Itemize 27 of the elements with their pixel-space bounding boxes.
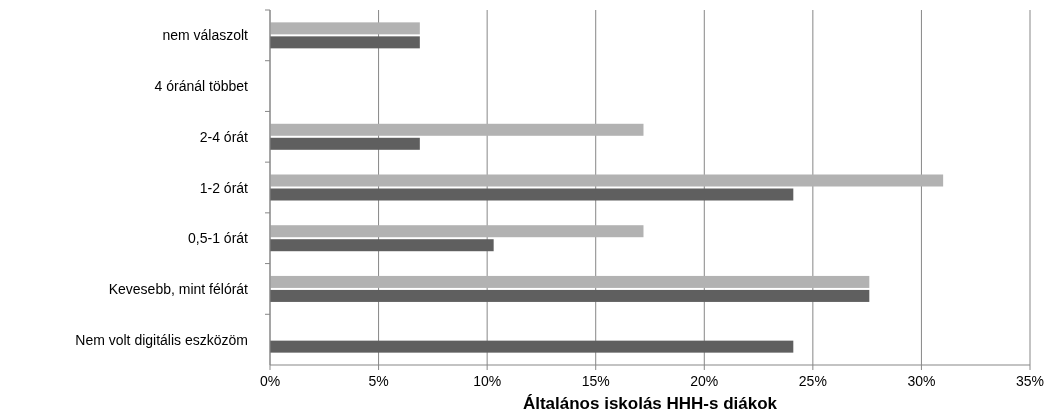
bar — [270, 123, 644, 136]
x-tick-label: 20% — [690, 373, 719, 389]
x-tick-label: 30% — [907, 373, 936, 389]
x-tick-label: 5% — [368, 373, 389, 389]
x-tick-label: 35% — [1015, 373, 1045, 389]
x-tick-label: 25% — [798, 373, 827, 389]
x-tick-label: 10% — [473, 373, 502, 389]
y-tick-label: 4 óránál többet — [154, 78, 249, 95]
bar — [270, 188, 794, 201]
x-tick-label: 15% — [581, 373, 610, 389]
y-tick-label: nem válaszolt — [162, 27, 249, 44]
bar — [270, 239, 494, 252]
bar — [270, 275, 870, 288]
y-tick-label: 0,5-1 órát — [188, 230, 249, 247]
bar — [270, 174, 944, 187]
bar — [270, 225, 644, 238]
bar — [270, 289, 870, 302]
y-tick-label: 1-2 órát — [199, 179, 249, 196]
bar — [270, 137, 420, 150]
bar — [270, 22, 420, 35]
bar — [270, 36, 420, 49]
x-tick-label: 0% — [259, 373, 281, 389]
y-tick-label: 2-4 órát — [199, 128, 249, 145]
bar — [270, 340, 794, 353]
y-tick-label: Nem volt digitális eszközöm — [75, 331, 248, 348]
x-axis-title: Általános iskolás HHH-s diákok — [522, 394, 778, 413]
y-tick-label: Kevesebb, mint félórát — [108, 280, 249, 297]
